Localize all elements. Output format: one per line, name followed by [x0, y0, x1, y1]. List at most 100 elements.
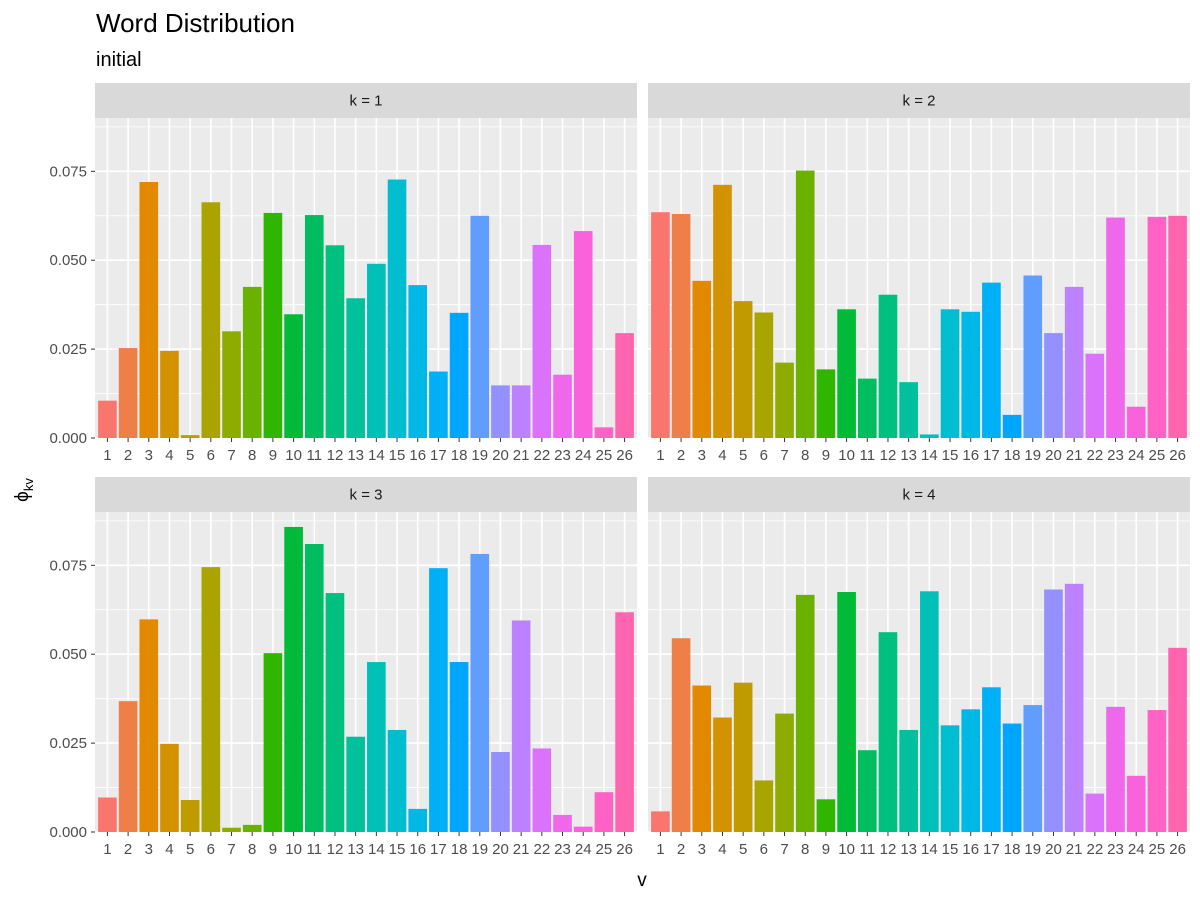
bar	[284, 314, 303, 438]
x-tick-label: 19	[471, 841, 488, 858]
x-tick-label: 11	[859, 447, 875, 464]
bar	[387, 729, 407, 832]
x-tick-label: 21	[1066, 841, 1083, 858]
bar	[511, 385, 531, 438]
x-tick-label: 4	[718, 841, 726, 858]
bar	[1168, 215, 1187, 438]
bar	[180, 435, 200, 438]
bar	[1002, 723, 1022, 832]
bar	[511, 620, 531, 832]
bar	[98, 400, 117, 438]
x-tick-label: 18	[1004, 447, 1021, 464]
x-tick-label: 6	[760, 841, 768, 858]
x-tick-label: 13	[347, 841, 364, 858]
bar	[325, 593, 345, 832]
bar	[180, 800, 200, 832]
x-tick-label: 15	[389, 447, 406, 464]
bar	[671, 638, 691, 832]
bar	[1106, 706, 1125, 832]
x-tick-label: 12	[327, 841, 344, 858]
bar	[837, 309, 856, 438]
x-tick-label: 16	[409, 447, 426, 464]
x-tick-label: 6	[207, 447, 215, 464]
bar	[201, 202, 221, 438]
bar	[263, 212, 283, 438]
x-tick-label: 13	[900, 447, 917, 464]
x-tick-label: 4	[165, 841, 173, 858]
bar	[857, 378, 877, 438]
x-tick-label: 24	[575, 447, 592, 464]
x-tick-label: 2	[124, 841, 132, 858]
bar	[201, 567, 221, 832]
bar	[671, 214, 691, 438]
bar	[982, 687, 1001, 832]
facet-panel: k = 31 2 3 4 5 6 7 8 9 10 11 12 13 14 15 16 17 18 19 20 21 22…	[49, 477, 637, 858]
facet-strip	[648, 477, 1190, 512]
x-tick-label: 6	[207, 841, 215, 858]
bar	[651, 811, 670, 832]
x-tick-label: 11	[859, 841, 875, 858]
bar	[429, 371, 448, 438]
bar	[1023, 275, 1043, 438]
bar	[1147, 216, 1167, 438]
bar	[532, 748, 552, 832]
x-tick-label: 12	[880, 447, 897, 464]
bar	[1023, 705, 1043, 832]
bar	[491, 385, 510, 438]
y-tick-label: 0.000	[49, 824, 87, 841]
x-tick-label: 9	[269, 841, 277, 858]
bar	[242, 286, 262, 438]
x-tick-label: 10	[838, 447, 855, 464]
bar	[118, 348, 138, 438]
bar	[367, 662, 386, 832]
facet-panels: k = 11 2 3 4 5 6 7 8 9 10 11 12 13 14 15 16 17 18 19 20 21 22…	[49, 83, 1190, 858]
bar	[816, 799, 836, 832]
bar	[837, 592, 856, 832]
x-tick-label: 11	[306, 447, 322, 464]
bar	[1044, 333, 1063, 438]
x-tick-label: 21	[513, 841, 530, 858]
x-tick-label: 20	[492, 447, 509, 464]
x-tick-label: 7	[227, 447, 235, 464]
x-tick-label: 5	[186, 841, 194, 858]
x-tick-label: 21	[1066, 447, 1083, 464]
x-tick-label: 13	[347, 447, 364, 464]
bar	[982, 282, 1001, 438]
x-tick-label: 12	[880, 841, 897, 858]
bar	[1044, 589, 1063, 832]
bar	[857, 750, 877, 832]
bar	[1085, 793, 1105, 832]
bar	[920, 434, 939, 438]
x-tick-label: 20	[1045, 841, 1062, 858]
bar	[139, 619, 159, 832]
bar	[346, 736, 365, 832]
x-tick-label: 4	[718, 447, 726, 464]
bar	[1002, 414, 1022, 438]
x-tick-label: 9	[269, 447, 277, 464]
x-tick-label: 17	[430, 447, 447, 464]
y-tick-label: 0.075	[49, 163, 87, 180]
x-tick-label: 25	[596, 841, 613, 858]
x-tick-label: 17	[983, 447, 1000, 464]
bar	[118, 701, 138, 832]
x-tick-label: 8	[801, 447, 809, 464]
x-tick-label: 3	[145, 841, 153, 858]
bar	[878, 294, 898, 438]
x-tick-label: 26	[1169, 841, 1186, 858]
x-tick-label: 14	[368, 447, 385, 464]
bar	[733, 682, 753, 832]
bar	[940, 309, 960, 438]
x-axis-title: v	[637, 870, 647, 891]
y-tick-label: 0.050	[49, 252, 87, 269]
bar	[325, 245, 345, 438]
bar	[387, 179, 407, 438]
bar	[1085, 353, 1105, 438]
x-tick-label: 8	[801, 841, 809, 858]
x-tick-label: 13	[900, 841, 917, 858]
x-tick-label: 19	[1024, 841, 1041, 858]
bar	[594, 427, 614, 438]
x-tick-label: 20	[1045, 447, 1062, 464]
bar	[754, 312, 774, 438]
